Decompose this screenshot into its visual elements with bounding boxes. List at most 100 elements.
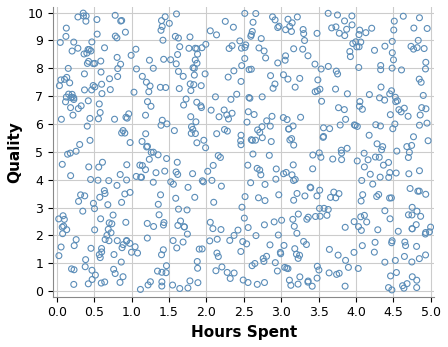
Point — [338, 157, 345, 162]
Point — [361, 164, 368, 170]
Point — [70, 282, 78, 287]
Point — [422, 230, 429, 235]
Point — [284, 266, 292, 271]
Point — [158, 270, 165, 275]
Point — [410, 46, 417, 52]
Point — [294, 281, 302, 287]
Point — [123, 238, 130, 243]
Point — [162, 14, 169, 19]
Point — [198, 105, 205, 110]
Point — [109, 212, 116, 218]
Point — [267, 73, 274, 78]
Point — [246, 95, 253, 100]
Point — [146, 57, 153, 63]
Point — [392, 170, 400, 176]
Point — [262, 198, 269, 203]
Point — [117, 61, 124, 67]
Point — [191, 66, 198, 71]
Point — [106, 76, 113, 82]
Point — [353, 44, 360, 50]
Point — [285, 126, 292, 132]
Point — [379, 144, 386, 150]
Point — [350, 219, 358, 225]
Point — [254, 166, 261, 171]
Point — [69, 112, 77, 118]
Point — [407, 44, 414, 49]
Point — [85, 47, 92, 52]
Point — [122, 220, 129, 225]
Point — [289, 20, 296, 26]
Point — [82, 264, 89, 270]
Point — [212, 94, 219, 100]
Point — [393, 148, 401, 154]
Point — [185, 45, 193, 51]
Point — [377, 63, 384, 68]
Point — [180, 102, 187, 108]
Point — [343, 26, 350, 32]
Point — [85, 98, 92, 103]
Point — [386, 195, 393, 201]
Point — [97, 110, 104, 115]
Point — [99, 91, 106, 96]
Point — [422, 106, 430, 112]
Point — [372, 122, 379, 127]
Point — [60, 213, 67, 219]
Point — [79, 209, 86, 214]
Point — [349, 22, 356, 28]
Point — [374, 141, 381, 146]
Point — [101, 191, 108, 196]
Point — [369, 181, 376, 187]
Point — [157, 122, 164, 128]
Point — [180, 239, 187, 245]
Point — [61, 77, 68, 82]
Point — [65, 91, 72, 97]
Point — [103, 232, 111, 238]
Point — [70, 97, 78, 102]
Point — [163, 156, 170, 161]
Point — [99, 160, 106, 165]
Point — [247, 33, 254, 39]
Point — [326, 247, 333, 252]
Point — [122, 115, 129, 120]
Point — [389, 39, 396, 44]
Point — [186, 278, 194, 283]
Point — [132, 244, 139, 249]
Point — [408, 143, 415, 148]
Point — [286, 137, 293, 143]
Point — [392, 257, 399, 263]
Point — [257, 172, 264, 178]
Point — [252, 137, 259, 143]
Point — [426, 229, 433, 235]
Point — [286, 24, 293, 29]
Point — [225, 116, 232, 122]
Point — [95, 164, 102, 170]
Point — [63, 25, 70, 31]
Point — [329, 156, 336, 162]
Point — [286, 277, 293, 283]
Point — [82, 18, 90, 24]
Point — [261, 222, 268, 228]
Point — [194, 259, 201, 264]
Point — [336, 191, 343, 196]
Point — [81, 71, 88, 77]
Point — [292, 177, 299, 182]
Point — [97, 216, 104, 222]
Point — [88, 268, 95, 273]
Point — [225, 46, 233, 51]
Point — [139, 163, 146, 168]
Point — [326, 126, 333, 132]
Point — [378, 147, 385, 153]
Point — [243, 241, 250, 247]
Point — [143, 144, 150, 150]
Point — [416, 168, 423, 174]
Point — [97, 255, 104, 260]
Point — [248, 137, 255, 143]
Point — [174, 52, 181, 57]
Point — [146, 156, 153, 162]
Point — [356, 44, 363, 50]
Point — [96, 252, 103, 257]
Point — [105, 238, 112, 244]
Point — [112, 33, 119, 39]
Point — [312, 214, 319, 219]
Point — [206, 238, 213, 244]
